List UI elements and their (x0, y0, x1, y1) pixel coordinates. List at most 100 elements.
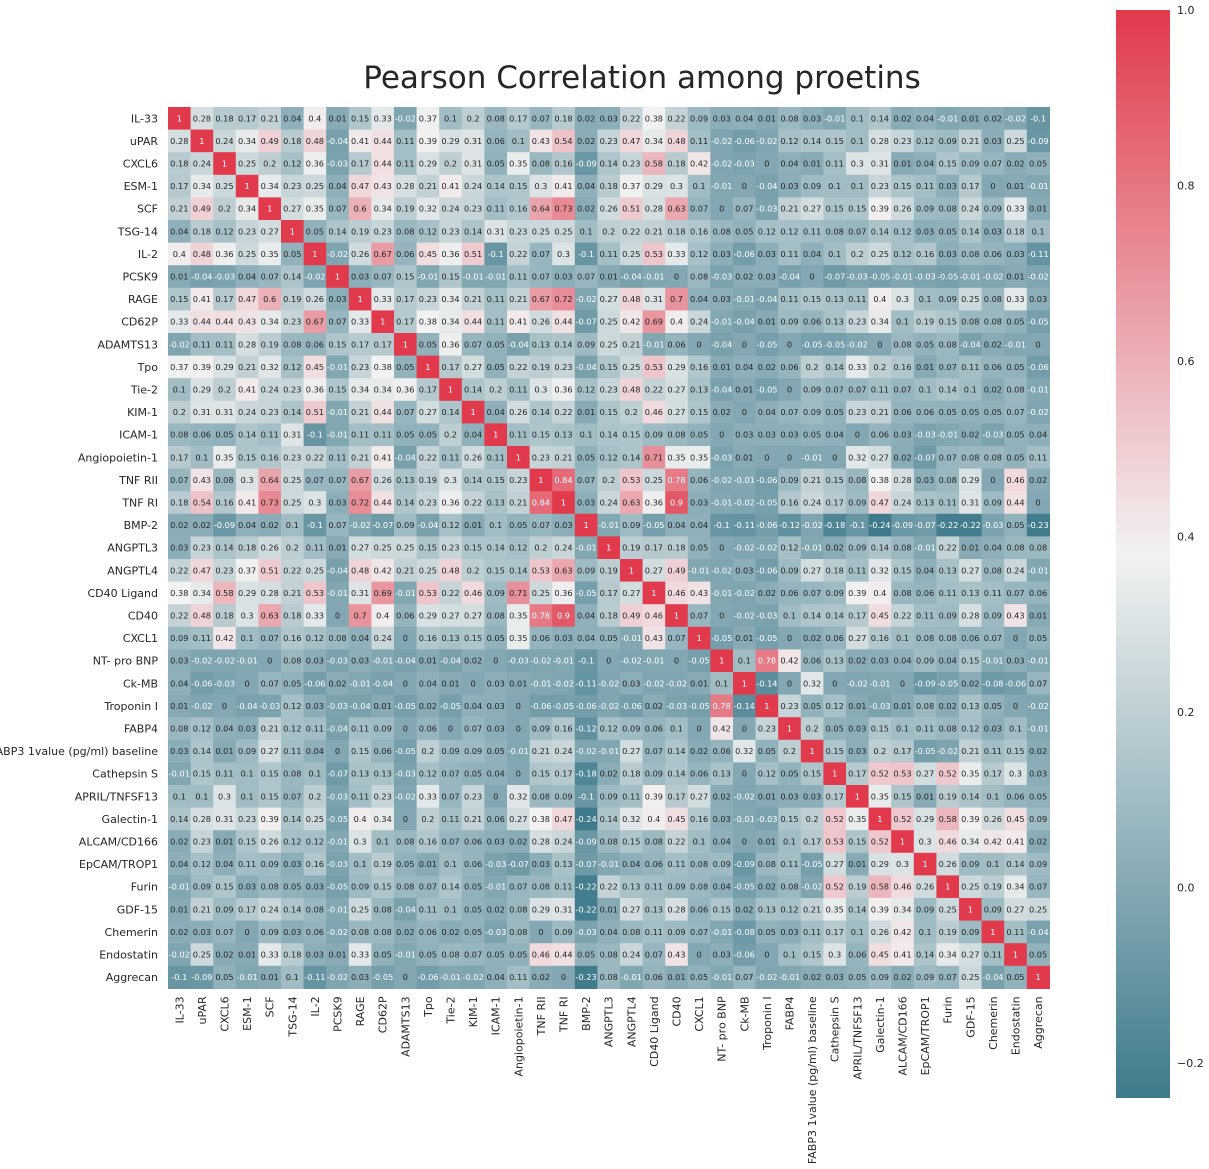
cell-value-label: 0.11 (939, 588, 957, 598)
cell-value-label: 0.14 (464, 475, 482, 485)
heatmap-cell (348, 129, 372, 153)
heatmap-cell (665, 174, 689, 198)
cell-value-label: 0.16 (893, 362, 911, 372)
cell-value-label: 0.36 (554, 588, 572, 598)
heatmap-cell (1026, 378, 1050, 402)
heatmap-cell (1004, 423, 1028, 447)
heatmap-cell (168, 830, 192, 854)
heatmap-cell (891, 355, 915, 379)
heatmap-cell (891, 378, 915, 402)
cell-value-label: 0.03 (328, 294, 346, 304)
cell-value-label: 0.18 (667, 159, 685, 169)
cell-value-label: -0.05 (869, 272, 890, 282)
cell-value-label: -0.02 (711, 159, 732, 169)
heatmap-cell (258, 852, 282, 876)
heatmap-cell (303, 852, 327, 876)
cell-value-label: 0.28 (193, 814, 211, 824)
cell-value-label: 0.04 (780, 159, 798, 169)
heatmap-cell (348, 242, 372, 266)
heatmap-cell (235, 129, 259, 153)
heatmap-cell (981, 152, 1005, 176)
cell-value-label: 0.03 (554, 272, 572, 282)
heatmap-cell (710, 604, 734, 628)
heatmap-cell (710, 513, 734, 537)
cell-value-label: 0.04 (735, 113, 753, 123)
cell-value-label: 0 (1035, 498, 1040, 508)
heatmap-cell (687, 152, 711, 176)
cell-value-label: 0 (742, 407, 747, 417)
heatmap-cell (461, 242, 485, 266)
cell-value-label: 0.33 (419, 791, 437, 801)
heatmap-cell (868, 400, 892, 424)
heatmap-cell (258, 287, 282, 311)
cell-value-label: 0.25 (1029, 904, 1047, 914)
heatmap-cell (190, 107, 214, 131)
heatmap-cell (507, 400, 531, 424)
cell-value-label: 0.14 (532, 407, 550, 417)
cell-value-label: 0 (787, 385, 792, 395)
heatmap-cell (597, 536, 621, 560)
cell-value-label: 0.41 (374, 452, 392, 462)
cell-value-label: 0.36 (396, 385, 414, 395)
heatmap-cell (484, 762, 508, 786)
cell-value-label: 0.16 (690, 814, 708, 824)
heatmap-cell (529, 559, 553, 583)
heatmap-cell (755, 830, 779, 854)
heatmap-cell (823, 559, 847, 583)
cell-value-label: 0.33 (1006, 204, 1024, 214)
heatmap-cell (687, 310, 711, 334)
heatmap-cell (484, 852, 508, 876)
heatmap-cell (597, 513, 621, 537)
cell-value-label: 0.06 (690, 904, 708, 914)
cell-value-label: 0.78 (532, 611, 550, 621)
cell-value-label: -0.02 (463, 972, 484, 982)
heatmap-cell (1004, 739, 1028, 763)
cell-value-label: 0.08 (690, 882, 708, 892)
heatmap-cell (371, 965, 395, 989)
x-tick-label: CD62P (377, 996, 390, 1033)
cell-value-label: 0.09 (939, 136, 957, 146)
heatmap-cell (235, 785, 259, 809)
heatmap-cell (574, 762, 598, 786)
heatmap-cell (461, 513, 485, 537)
cell-value-label: 0 (674, 656, 679, 666)
cell-value-label: 1 (674, 611, 679, 621)
heatmap-cell (959, 333, 983, 357)
heatmap-cell (168, 446, 192, 470)
heatmap-cell (529, 875, 553, 899)
cell-value-label: 0.06 (961, 633, 979, 643)
cell-value-label: 0.2 (218, 204, 231, 214)
cell-value-label: 0.22 (600, 882, 618, 892)
cell-value-label: 0.01 (600, 272, 618, 282)
heatmap-cell (371, 378, 395, 402)
heatmap-cell (913, 852, 937, 876)
heatmap-cell (800, 220, 824, 244)
heatmap-cell (755, 898, 779, 922)
cell-value-label: 0.06 (396, 249, 414, 259)
heatmap-cell (710, 920, 734, 944)
cell-value-label: -0.01 (711, 498, 732, 508)
heatmap-cell (959, 287, 983, 311)
heatmap-cell (439, 559, 463, 583)
heatmap-cell (959, 197, 983, 221)
cell-value-label: -0.03 (711, 452, 732, 462)
heatmap-cell (620, 581, 644, 605)
cell-value-label: -0.02 (756, 543, 777, 553)
heatmap-cell (574, 446, 598, 470)
cell-value-label: 0.15 (893, 791, 911, 801)
heatmap-cell (936, 536, 960, 560)
heatmap-cell (642, 129, 666, 153)
cell-value-label: 0.03 (893, 430, 911, 440)
cell-value-label: 0.05 (215, 972, 233, 982)
heatmap-cell (168, 762, 192, 786)
cell-value-label: 0.08 (374, 927, 392, 937)
cell-value-label: 0.63 (622, 498, 640, 508)
cell-value-label: 0.1 (896, 317, 909, 327)
heatmap-cell (800, 717, 824, 741)
cell-value-label: 0.05 (961, 407, 979, 417)
cell-value-label: -0.02 (169, 950, 190, 960)
cell-value-label: 1 (900, 837, 905, 847)
heatmap-cell (823, 220, 847, 244)
cell-value-label: -0.01 (598, 859, 619, 869)
heatmap-cell (1026, 604, 1050, 628)
